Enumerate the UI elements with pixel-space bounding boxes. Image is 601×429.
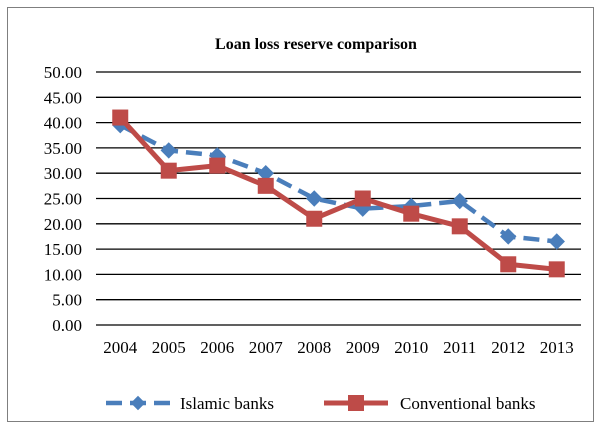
data-point-diamond	[130, 395, 146, 411]
data-point-diamond	[548, 233, 565, 250]
series-conventional-banks	[112, 109, 565, 278]
legend: Islamic banks Conventional banks	[106, 394, 536, 413]
y-tick-label: 25.00	[44, 190, 82, 209]
y-tick-label: 15.00	[44, 240, 82, 259]
y-axis-ticks: 0.00 5.00 10.00 15.00 20.00 25.00 30.00 35.00 40…	[44, 63, 82, 335]
gridlines	[96, 71, 581, 326]
y-tick-label: 10.00	[44, 265, 82, 284]
series-line	[118, 115, 558, 272]
chart-frame	[7, 7, 594, 422]
data-point-diamond	[500, 228, 517, 245]
data-point-square	[112, 109, 129, 126]
data-point-square	[451, 218, 468, 235]
y-tick-label: 0.00	[52, 316, 82, 335]
y-tick-label: 50.00	[44, 63, 82, 82]
legend-item: Conventional banks	[324, 394, 536, 413]
y-tick-label: 45.00	[44, 88, 82, 107]
legend-item: Islamic banks	[106, 394, 274, 413]
x-tick-label: 2013	[540, 338, 574, 357]
x-tick-label: 2010	[394, 338, 428, 357]
data-point-square	[209, 157, 226, 174]
x-tick-label: 2011	[443, 338, 476, 357]
data-point-square	[257, 177, 274, 194]
data-point-square	[306, 210, 323, 227]
data-point-square	[354, 190, 371, 207]
y-tick-label: 20.00	[44, 215, 82, 234]
y-tick-label: 35.00	[44, 139, 82, 158]
x-tick-label: 2008	[297, 338, 331, 357]
data-point-square	[548, 261, 565, 278]
x-tick-label: 2007	[249, 338, 284, 357]
x-tick-label: 2009	[346, 338, 380, 357]
x-tick-label: 2004	[103, 338, 138, 357]
y-tick-label: 5.00	[52, 291, 82, 310]
legend-label: Islamic banks	[180, 394, 274, 413]
y-tick-label: 40.00	[44, 114, 82, 133]
x-tick-label: 2005	[152, 338, 186, 357]
data-point-square	[403, 205, 420, 222]
data-point-diamond	[160, 142, 177, 159]
series-line	[119, 123, 557, 244]
data-point-diamond	[306, 190, 323, 207]
x-axis-ticks: 2004 2005 2006 2007 2008 2009 2010 2011 2012 2013	[103, 338, 574, 357]
data-point-square	[160, 162, 177, 179]
data-point-square	[500, 256, 517, 273]
x-tick-label: 2006	[200, 338, 234, 357]
chart-title: Loan loss reserve comparison	[215, 36, 417, 53]
legend-label: Conventional banks	[400, 394, 536, 413]
series-layer	[112, 109, 565, 278]
data-point-diamond	[451, 192, 468, 210]
data-point-square	[348, 395, 364, 411]
x-tick-label: 2012	[491, 338, 525, 357]
y-tick-label: 30.00	[44, 164, 82, 183]
